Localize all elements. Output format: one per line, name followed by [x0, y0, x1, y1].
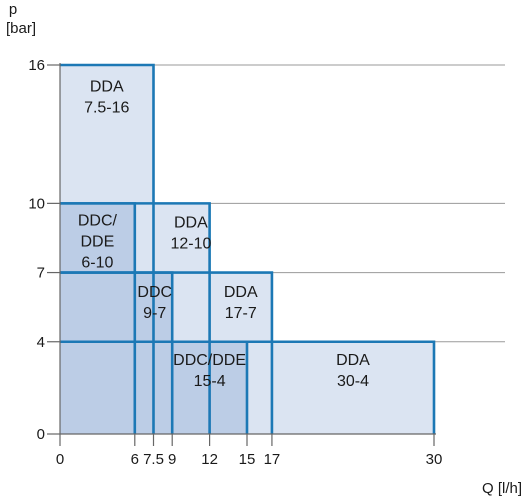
- region-label-dda-12-10: DDA: [174, 215, 208, 232]
- x-tick-label: 30: [426, 451, 443, 468]
- region-label-ddc-9-7: DDC: [137, 284, 172, 301]
- region-labels: DDA 7.5-16 DDA 12-10 DDA 17-7 DDA 30-4 DDC/DDE 6-…: [78, 79, 370, 390]
- y-axis-label-unit: [bar]: [6, 20, 36, 37]
- y-tick-label: 7: [37, 265, 45, 282]
- region-borders: [60, 63, 436, 434]
- region-label-dda-30-4: 30-4: [337, 373, 369, 390]
- x-axis-label: Q [l/h]: [482, 480, 522, 497]
- region-label-ddc-dde-6-10: 6-10: [81, 254, 113, 271]
- region-label-dda-12-10: 12-10: [170, 236, 211, 253]
- axes: 0 4 7 10 16 0 6 7.5 9 12 15 17 30 p [bar] Q [l/h]: [6, 1, 522, 497]
- x-tick-label: 17: [264, 451, 281, 468]
- region-label-ddc-dde-15-4: 15-4: [194, 373, 226, 390]
- region-label-dda-7-5-16: 7.5-16: [84, 100, 129, 117]
- x-tick-label: 6: [131, 451, 139, 468]
- y-tick-label: 10: [28, 195, 45, 212]
- region-label-ddc-dde-6-10: DDC/: [78, 212, 118, 229]
- x-tick-label: 7.5: [143, 451, 164, 468]
- region-border-ddc-9-7: [60, 271, 174, 434]
- y-tick-label: 0: [37, 426, 45, 443]
- region-label-dda-7-5-16: DDA: [90, 79, 124, 96]
- region-fills: [60, 65, 434, 434]
- y-tick-label: 4: [37, 334, 45, 351]
- region-label-dda-17-7: DDA: [224, 284, 258, 301]
- region-label-ddc-9-7: 9-7: [143, 305, 166, 322]
- region-border-dda-7-5-16: [60, 63, 155, 434]
- x-tick-label: 12: [201, 451, 218, 468]
- region-border-ddc-dde-15-4: [60, 340, 249, 434]
- region-label-dda-17-7: 17-7: [225, 305, 257, 322]
- region-label-ddc-dde-15-4: DDC/DDE: [173, 352, 246, 369]
- x-tick-label: 9: [168, 451, 176, 468]
- region-border-ddc-dde-6-10: [60, 202, 137, 434]
- y-tick-label: 16: [28, 57, 45, 74]
- y-axis-label-symbol: p: [9, 1, 17, 18]
- region-label-dda-30-4: DDA: [336, 352, 370, 369]
- region-label-ddc-dde-6-10: DDE: [81, 233, 115, 250]
- x-tick-label: 0: [56, 451, 64, 468]
- x-tick-label: 15: [239, 451, 256, 468]
